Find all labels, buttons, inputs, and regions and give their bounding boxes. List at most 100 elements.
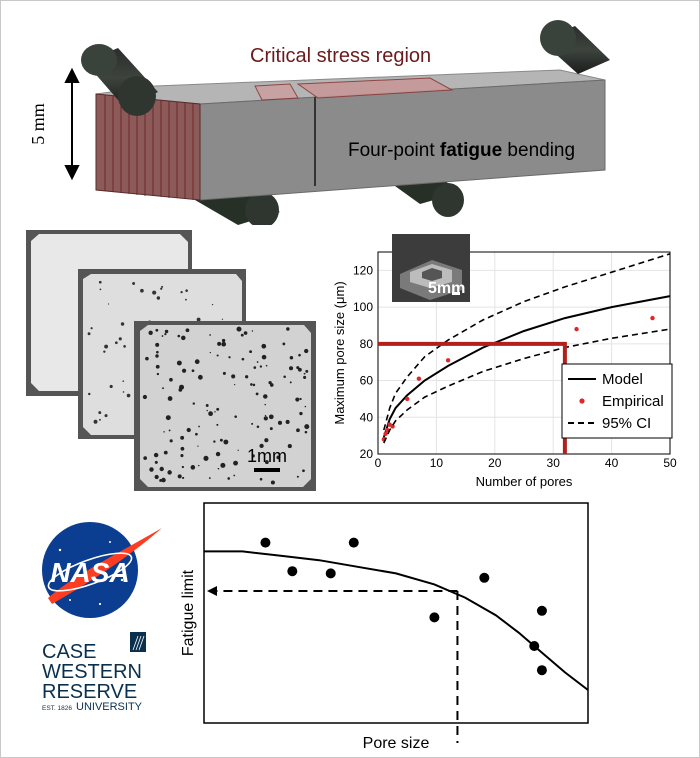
pore: [198, 425, 200, 428]
fatigue-data-point: [536, 605, 547, 616]
pore: [180, 454, 184, 458]
pore: [234, 384, 236, 386]
pore: [236, 326, 242, 332]
pore-chart-y-tick: 120: [353, 263, 373, 277]
fatigue-data-point: [479, 572, 490, 583]
pore: [169, 439, 173, 443]
pore-chart-x-tick: 0: [375, 456, 382, 470]
pore: [98, 280, 102, 284]
pore: [250, 383, 253, 386]
fatigue-data-point: [429, 612, 440, 623]
pore-chart-y-tick: 60: [360, 374, 374, 388]
pore: [153, 452, 159, 458]
pore-chart-x-tick: 40: [605, 456, 619, 470]
pore: [93, 419, 98, 424]
pore: [296, 428, 300, 433]
pore: [234, 415, 237, 418]
bending-label: Four-point fatigue bending: [348, 140, 575, 161]
pore-chart-y-tick: 20: [360, 447, 374, 461]
pore: [304, 430, 308, 434]
pore: [180, 446, 185, 451]
pore: [152, 290, 157, 295]
pore: [269, 427, 273, 431]
pore: [289, 356, 294, 360]
fatigue-chart-xlabel: Pore size: [363, 735, 430, 752]
pore: [277, 420, 283, 425]
empirical-point: [390, 424, 395, 429]
pore: [88, 392, 91, 396]
beam-end-face: [96, 94, 200, 200]
fatigue-data-point: [260, 537, 271, 548]
pore: [132, 282, 136, 285]
empirical-point: [445, 358, 451, 363]
pore: [206, 409, 208, 412]
fatigue-limit-arrowhead: [207, 586, 217, 596]
model-line: [382, 295, 671, 438]
pore: [148, 330, 153, 335]
pore: [181, 368, 187, 373]
pore: [163, 431, 165, 433]
pore: [98, 411, 102, 415]
pore: [160, 287, 163, 290]
pore: [223, 439, 229, 445]
empirical-point: [650, 315, 655, 321]
pore: [196, 317, 201, 322]
pore-chart-x-tick: 20: [488, 456, 502, 470]
pore: [118, 337, 122, 341]
pore: [162, 387, 164, 390]
pore: [99, 418, 101, 421]
ci-line: [383, 253, 671, 431]
pore: [221, 318, 224, 320]
pore: [179, 384, 185, 390]
cwru-line-3: RESERVE: [42, 681, 137, 703]
pore: [220, 462, 226, 468]
pore: [252, 383, 256, 387]
pore: [169, 377, 173, 382]
pore: [305, 369, 309, 373]
pore: [165, 415, 171, 421]
pore: [156, 296, 161, 300]
pore: [145, 356, 149, 361]
pore: [255, 392, 259, 396]
empirical-point: [574, 326, 579, 332]
legend-label: 95% CI: [602, 415, 651, 432]
pore: [227, 477, 231, 480]
pore: [156, 372, 160, 376]
pore-size-chart: 0 10 20 30 40 50 20 40 60 80 100 120 5mm Model Empir…: [332, 234, 677, 489]
pore: [90, 327, 93, 330]
pore: [251, 454, 255, 458]
pore: [303, 372, 306, 375]
pore: [191, 369, 195, 373]
pore: [304, 348, 309, 354]
fatigue-curve: [204, 550, 589, 691]
pore: [163, 450, 168, 455]
nasa-wordmark: NASA: [50, 557, 129, 588]
pore-chart-ylabel: Maximum pore size (μm): [332, 281, 347, 424]
pore: [221, 341, 227, 347]
pore: [181, 335, 186, 341]
pore: [268, 381, 272, 385]
cwru-university: UNIVERSITY: [76, 701, 143, 713]
pore: [286, 327, 290, 331]
pore: [208, 477, 211, 479]
pore: [264, 438, 269, 443]
pore: [123, 345, 126, 348]
pore: [176, 360, 182, 366]
pore: [190, 465, 196, 470]
pore: [214, 411, 216, 413]
empirical-point: [405, 396, 410, 402]
pore: [251, 330, 254, 332]
pore: [149, 467, 154, 472]
pore: [167, 396, 173, 401]
pore: [222, 371, 226, 375]
pore: [192, 402, 195, 405]
pore: [298, 353, 301, 357]
pore: [143, 456, 147, 460]
pore: [296, 475, 299, 478]
pore: [159, 466, 164, 472]
pore: [107, 303, 110, 305]
fatigue-data-point: [287, 566, 298, 577]
cwru-est: EST. 1826: [42, 705, 72, 712]
pore: [155, 342, 160, 347]
pore-chart-xlabel: Number of pores: [476, 474, 573, 489]
